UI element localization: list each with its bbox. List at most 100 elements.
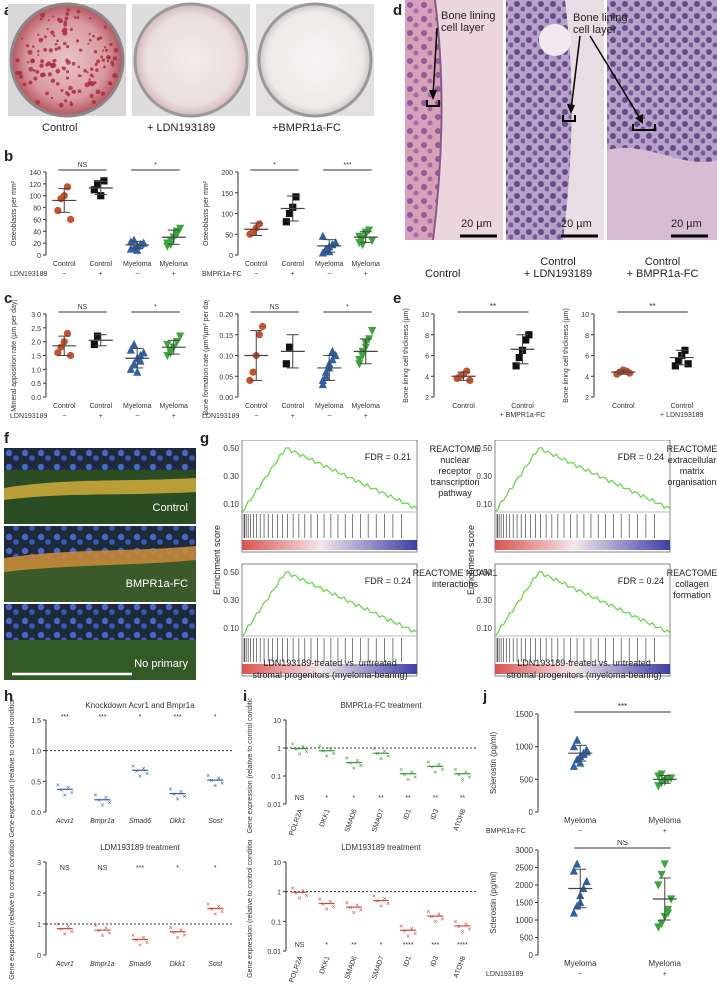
data-point: ×: [217, 776, 221, 783]
data-point: [255, 220, 264, 228]
data-point: ×: [305, 749, 309, 756]
y-tick-label: 10: [421, 312, 429, 319]
stain-dot: [93, 50, 98, 54]
y-tick-label: 2: [37, 891, 41, 898]
gene-label: Dkk1: [170, 961, 186, 968]
sig-label: ***: [136, 865, 144, 872]
stain-dot: [69, 27, 73, 32]
group-label: Control: [281, 261, 304, 268]
sig-label: ***: [343, 162, 351, 169]
stain-dot: [103, 65, 106, 69]
data-point: ×: [70, 929, 74, 936]
stain-dot: [15, 58, 20, 63]
arrow-ldn: [570, 35, 581, 111]
gsea-title: pathway: [438, 488, 472, 498]
sig-label: NS: [270, 304, 280, 311]
gene-label: Sost: [208, 818, 223, 825]
gene-label: POLR2A: [288, 955, 304, 984]
y-tick-label: 1: [277, 890, 281, 897]
stain-dot: [26, 61, 30, 64]
sig-label: ****: [403, 942, 414, 949]
sig-label: **: [378, 795, 384, 802]
data-point: ×: [70, 790, 74, 797]
group-label: Myeloma: [123, 261, 152, 268]
y-tick-label: 200: [221, 170, 233, 177]
stain-dot: [15, 70, 21, 76]
sig-label: *: [352, 795, 355, 802]
data-point: [259, 322, 267, 331]
stain-dot: [65, 44, 70, 49]
data-point: [582, 876, 591, 886]
y-axis-label: Enrichment score: [466, 525, 476, 595]
data-point: [90, 186, 98, 194]
fdr-label: FDR = 0.21: [365, 452, 411, 462]
group-label: Myeloma: [315, 261, 344, 268]
group-label: + BMPR1a-FC: [500, 412, 546, 419]
y-axis-label: Bone lining cell thickness (µm): [563, 308, 570, 403]
y-tick-label: 2: [425, 395, 429, 402]
gsea-title: receptor: [438, 466, 471, 476]
gene-label: ATOH8: [453, 955, 467, 979]
stain-dot: [18, 70, 22, 74]
data-point: ×: [172, 930, 176, 937]
well-control-stain: [15, 8, 119, 108]
treatment-sign: +: [99, 413, 103, 420]
data-point: [255, 331, 264, 339]
data-point: ×: [305, 893, 309, 900]
stain-dot: [101, 58, 106, 62]
group-label: Control: [53, 403, 76, 410]
data-point: [355, 360, 364, 369]
data-point: ×: [220, 781, 224, 788]
scale-label-1: 20 µm: [461, 218, 492, 230]
y-tick-label: 100: [221, 212, 233, 219]
data-point: ×: [467, 774, 471, 781]
data-point: [355, 238, 364, 248]
y-tick-label: 500: [520, 934, 534, 943]
sig-label: *: [154, 304, 157, 311]
rank-bar: [495, 540, 670, 550]
y-axis-label: Bone formation rate (µm³/µm² per day): [203, 300, 210, 415]
sig-label: *: [154, 162, 157, 169]
sig-label: **: [460, 795, 466, 802]
caption-a-control: Control: [42, 122, 78, 134]
y-tick-label: 0.5: [31, 779, 41, 786]
y-tick-label: 3.0: [31, 312, 41, 319]
treatment-sign: +: [291, 271, 295, 278]
treatment-sign: −: [327, 271, 331, 278]
data-point: ×: [141, 935, 145, 942]
y-tick-label: 3000: [515, 846, 533, 855]
stain-dot: [88, 78, 91, 81]
data-point: [93, 180, 102, 188]
data-point: [569, 866, 578, 875]
stain-dot: [88, 17, 92, 20]
stain-dot: [64, 16, 69, 21]
data-point: ×: [294, 890, 298, 897]
data-point: [285, 209, 294, 218]
group-label: Myeloma: [315, 403, 344, 410]
caption-a-bmpr: +BMPR1a-FC: [272, 122, 341, 134]
panel-label-d: d: [393, 2, 403, 19]
data-point: [318, 231, 327, 240]
gene-label: Acvr1: [55, 961, 74, 968]
sig-label: ***: [174, 714, 182, 721]
bone-region-control: [433, 0, 503, 240]
sig-label: NS: [295, 795, 305, 802]
stain-dot: [52, 59, 56, 63]
sig-label: NS: [617, 840, 628, 847]
treatment-sign: +: [364, 413, 368, 420]
y-tick-label: 0.50: [223, 444, 239, 453]
data-point: [512, 362, 520, 370]
data-point: ×: [457, 772, 461, 779]
data-point: ×: [134, 768, 138, 775]
y-tick-label: 0.30: [476, 596, 492, 605]
data-point: ×: [210, 778, 214, 785]
y-tick-label: 0: [37, 253, 41, 260]
data-point: ×: [375, 751, 379, 758]
gsea-title: nuclear: [440, 455, 470, 465]
data-point: [463, 367, 471, 375]
stain-dot: [61, 66, 64, 69]
stain-dot: [28, 80, 33, 85]
data-point: [54, 349, 62, 357]
sig-label: *: [346, 304, 349, 311]
